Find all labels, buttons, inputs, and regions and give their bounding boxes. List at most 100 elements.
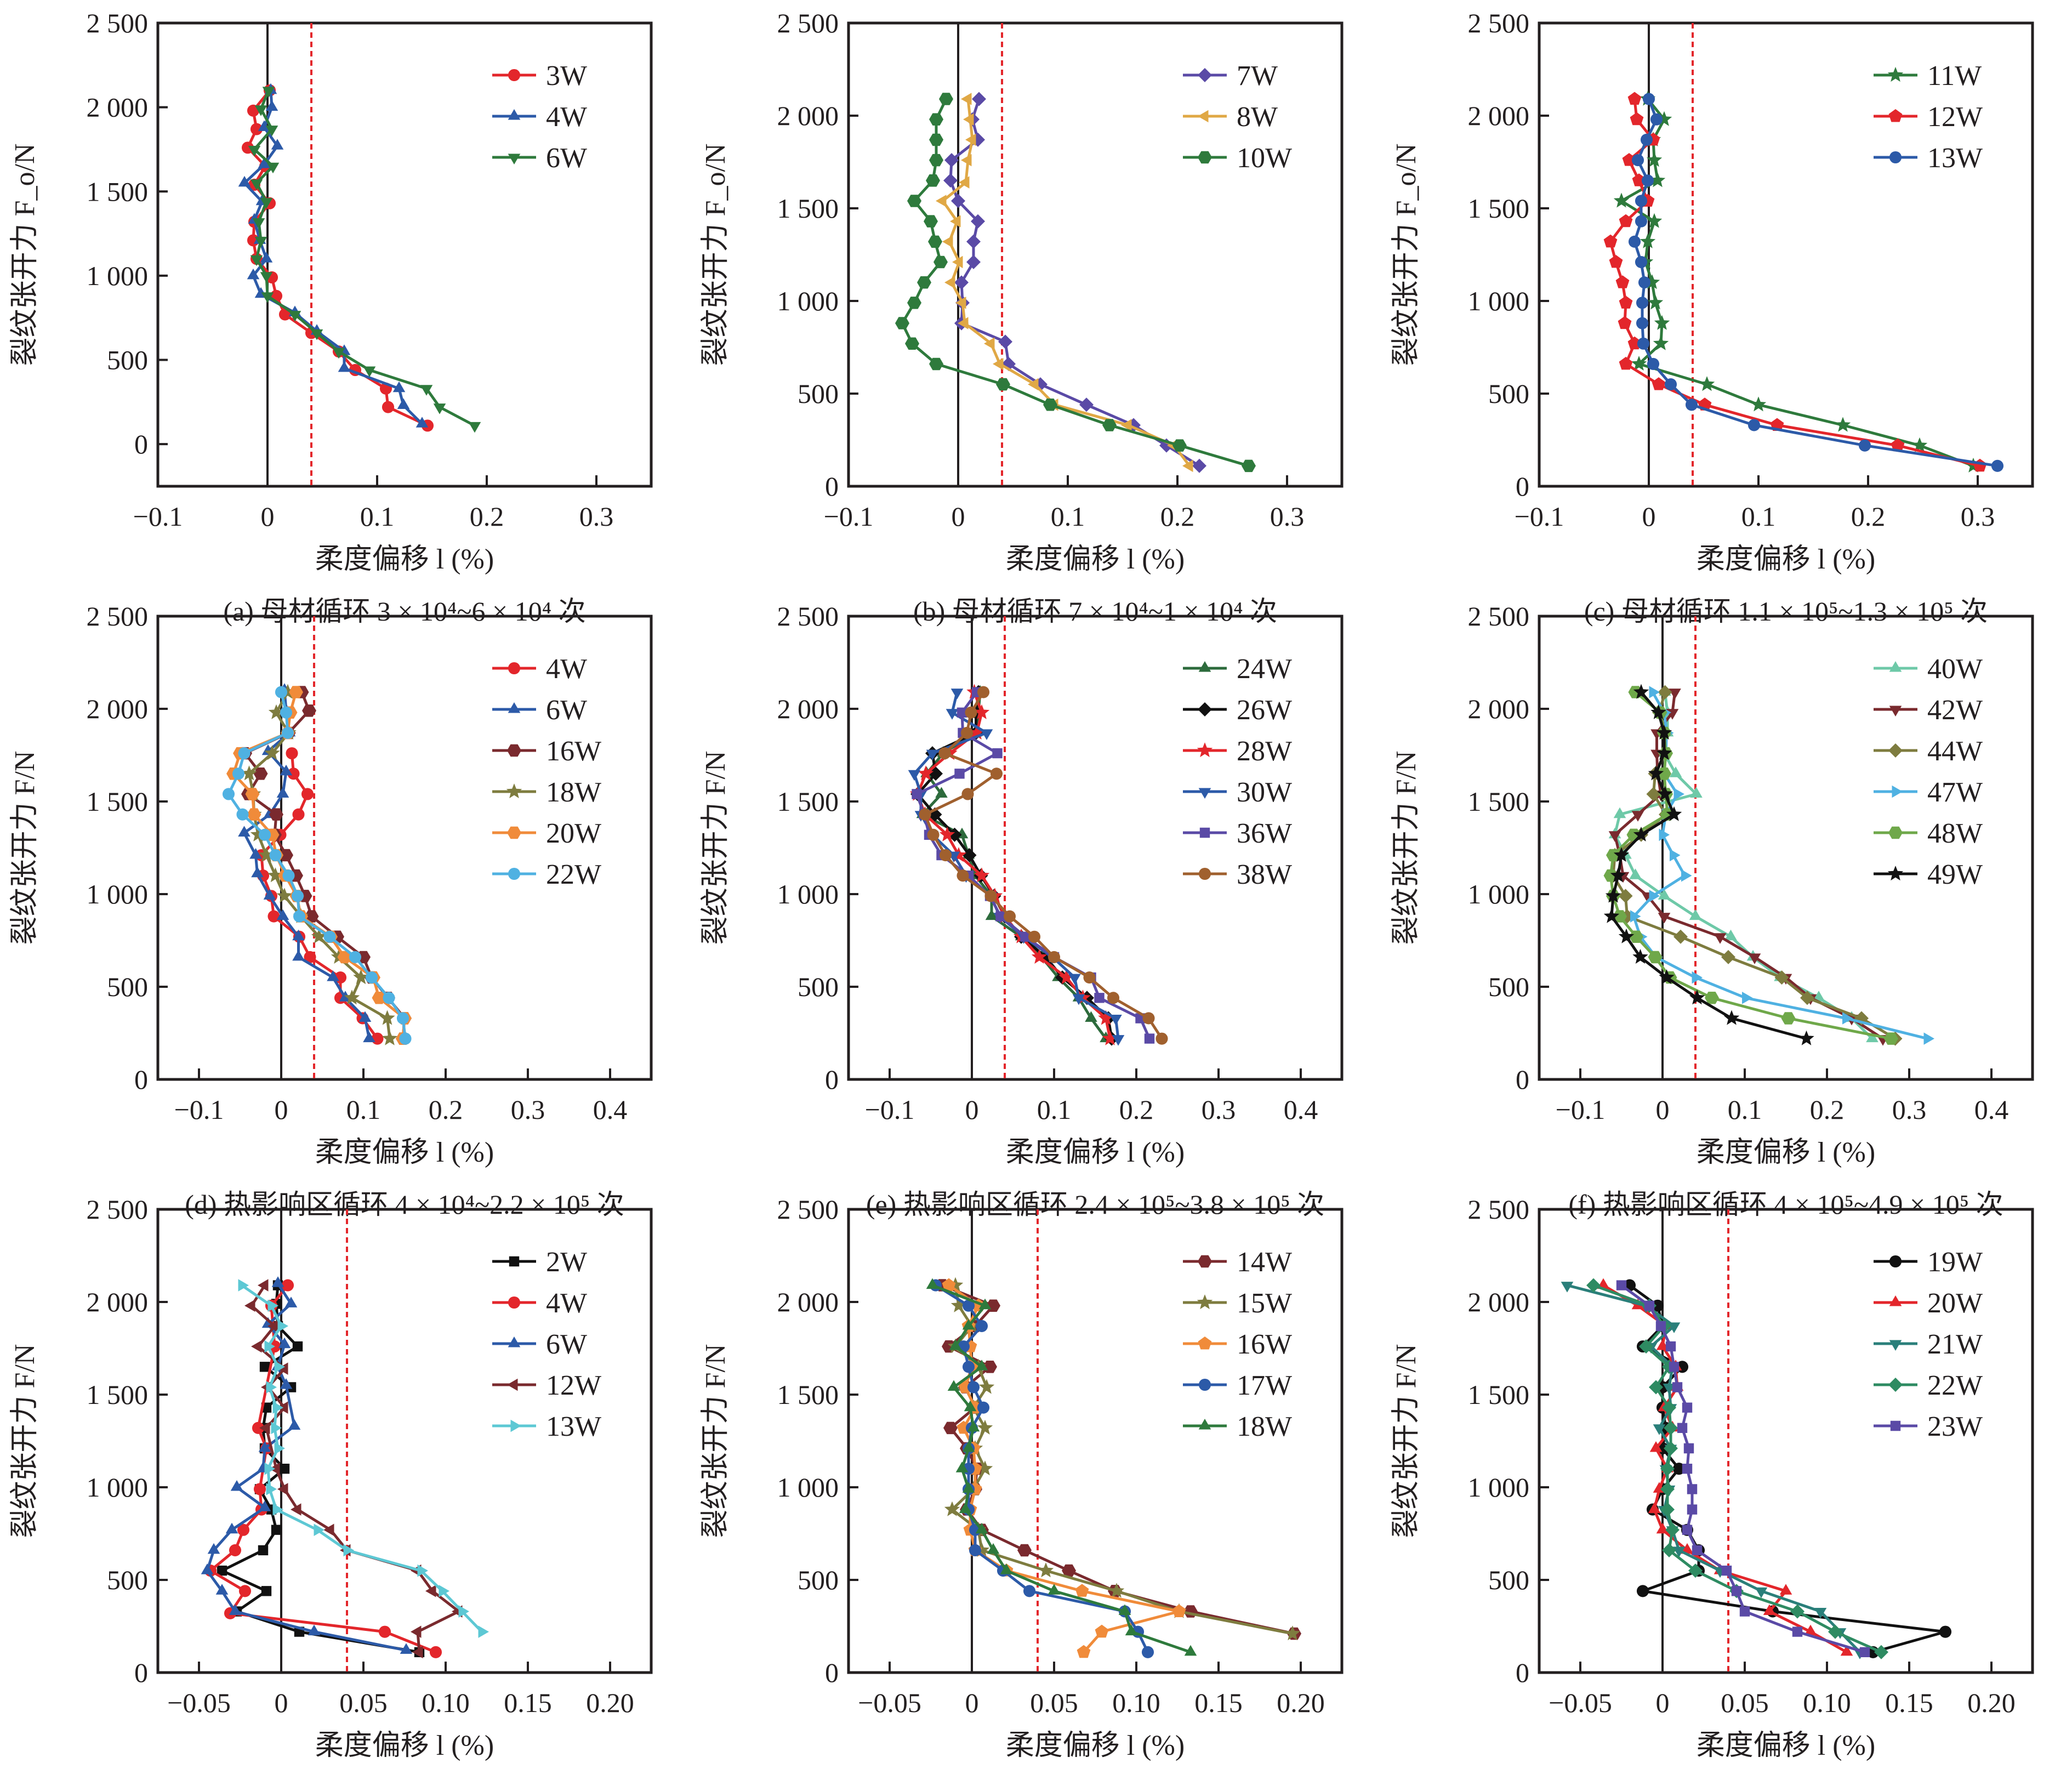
x-tick-label: 0.1 bbox=[1741, 501, 1776, 532]
x-tick-label: 0.4 bbox=[1284, 1094, 1318, 1125]
data-point-48W bbox=[1613, 910, 1627, 923]
legend-marker-18W bbox=[1198, 1419, 1211, 1430]
data-point-13W bbox=[1642, 93, 1655, 105]
data-point-40W bbox=[1689, 909, 1702, 920]
data-point-12W bbox=[291, 1503, 301, 1516]
x-tick-label: 0.2 bbox=[1160, 501, 1195, 532]
data-point-13W bbox=[1636, 297, 1649, 309]
legend-label: 23W bbox=[1927, 1411, 1983, 1442]
x-tick-label: 0.10 bbox=[422, 1687, 470, 1718]
legend-label: 4W bbox=[546, 1288, 587, 1319]
data-point-4W bbox=[258, 157, 271, 168]
data-point-44W bbox=[1800, 991, 1814, 1005]
legend-marker-24W bbox=[1198, 661, 1211, 672]
data-point-7W bbox=[966, 234, 981, 249]
legend-marker-30W bbox=[1198, 788, 1211, 799]
data-point-30W bbox=[1112, 1035, 1125, 1046]
data-point-23W bbox=[1792, 1627, 1803, 1637]
data-point-42W bbox=[1669, 689, 1681, 700]
y-tick-label: 500 bbox=[798, 971, 839, 1002]
x-tick-label: −0.1 bbox=[133, 501, 183, 532]
data-point-4W bbox=[429, 1646, 442, 1658]
data-point-18W bbox=[962, 1482, 975, 1493]
legend-marker-6W bbox=[508, 702, 521, 713]
data-point-16W bbox=[1075, 1584, 1089, 1597]
data-point-10W bbox=[929, 357, 943, 371]
data-point-28W bbox=[918, 765, 934, 781]
data-point-28W bbox=[1102, 1030, 1118, 1045]
plot-frame bbox=[847, 615, 1344, 1081]
data-point-22W bbox=[1874, 1645, 1888, 1659]
data-point-28W bbox=[1031, 949, 1048, 964]
x-tick-label: 0.1 bbox=[1037, 1094, 1072, 1125]
data-point-6W bbox=[225, 1522, 238, 1534]
x-tick-label: 0.2 bbox=[1810, 1094, 1845, 1125]
legend-marker-40W bbox=[1889, 661, 1902, 672]
data-point-18W bbox=[379, 1010, 395, 1025]
y-tick-label: 2 000 bbox=[87, 1287, 149, 1317]
x-tick-label: 0.1 bbox=[346, 1094, 381, 1125]
y-tick-label: 2 000 bbox=[1468, 100, 1530, 131]
data-point-13W bbox=[1628, 235, 1641, 248]
data-point-8W bbox=[936, 195, 947, 207]
data-point-15W bbox=[944, 1501, 960, 1516]
data-point-13W bbox=[1641, 174, 1654, 187]
data-point-11W bbox=[1640, 233, 1656, 248]
x-tick-label: 0.1 bbox=[1051, 501, 1085, 532]
data-point-10W bbox=[907, 195, 921, 207]
data-point-4W bbox=[415, 417, 429, 428]
data-point-13W bbox=[274, 1361, 285, 1373]
data-point-8W bbox=[955, 297, 966, 309]
data-point-44W bbox=[1646, 787, 1661, 801]
data-point-28W bbox=[969, 725, 985, 740]
data-point-17W bbox=[969, 1544, 982, 1556]
x-axis-title: 柔度偏移 l (%) bbox=[1697, 544, 1875, 575]
chart-panel-i: −0.05 0 0.05 0.10 0.15 0.20 0 500 1 000 1 500 2 00… bbox=[1381, 1186, 2072, 1779]
data-point-38W bbox=[1028, 930, 1041, 943]
data-point-38W bbox=[1155, 1032, 1168, 1045]
data-point-16W bbox=[269, 808, 283, 821]
plot-frame bbox=[847, 21, 1344, 488]
data-point-8W bbox=[993, 357, 1004, 371]
data-point-7W bbox=[998, 334, 1012, 349]
x-tick-label: 0.05 bbox=[1721, 1687, 1769, 1718]
data-point-17W bbox=[1141, 1646, 1154, 1658]
y-tick-label: 0 bbox=[1516, 1064, 1529, 1095]
data-point-22W bbox=[323, 930, 336, 943]
data-point-48W bbox=[1629, 930, 1643, 943]
data-point-18W bbox=[276, 888, 293, 903]
data-point-6W bbox=[254, 236, 267, 248]
y-tick-label: 2 000 bbox=[1468, 693, 1530, 724]
data-point-6W bbox=[280, 764, 293, 776]
x-tick-label: 0.20 bbox=[1967, 1687, 2016, 1718]
data-point-49W bbox=[1603, 908, 1620, 923]
data-point-4W bbox=[238, 175, 251, 187]
x-tick-label: 0.2 bbox=[1119, 1094, 1154, 1125]
data-point-6W bbox=[276, 909, 289, 920]
data-point-11W bbox=[1646, 152, 1663, 167]
data-point-13W bbox=[1747, 419, 1761, 431]
x-tick-label: 0.1 bbox=[360, 501, 395, 532]
data-point-40W bbox=[1812, 991, 1825, 1002]
data-point-17W bbox=[975, 1320, 988, 1332]
data-point-6W bbox=[332, 348, 345, 359]
data-point-22W bbox=[1828, 1624, 1842, 1639]
data-point-23W bbox=[1672, 1382, 1683, 1392]
x-tick-label: 0.15 bbox=[1885, 1687, 1933, 1718]
data-point-30W bbox=[946, 709, 959, 720]
legend-marker-18W bbox=[506, 783, 522, 799]
data-point-13W bbox=[238, 1279, 249, 1292]
x-axis-title: 柔度偏移 l (%) bbox=[1006, 1730, 1185, 1761]
data-point-23W bbox=[1682, 1525, 1693, 1535]
data-point-12W bbox=[277, 1483, 288, 1495]
data-point-6W bbox=[207, 1543, 220, 1554]
data-point-3W bbox=[241, 141, 254, 154]
data-point-22W bbox=[349, 951, 362, 963]
y-tick-label: 0 bbox=[134, 1064, 148, 1095]
data-point-28W bbox=[1098, 1010, 1114, 1025]
data-point-22W bbox=[383, 992, 395, 1004]
y-tick-label: 1 500 bbox=[777, 786, 839, 817]
legend-label: 12W bbox=[546, 1370, 601, 1401]
data-point-36W bbox=[912, 789, 922, 799]
data-point-11W bbox=[1750, 396, 1767, 412]
